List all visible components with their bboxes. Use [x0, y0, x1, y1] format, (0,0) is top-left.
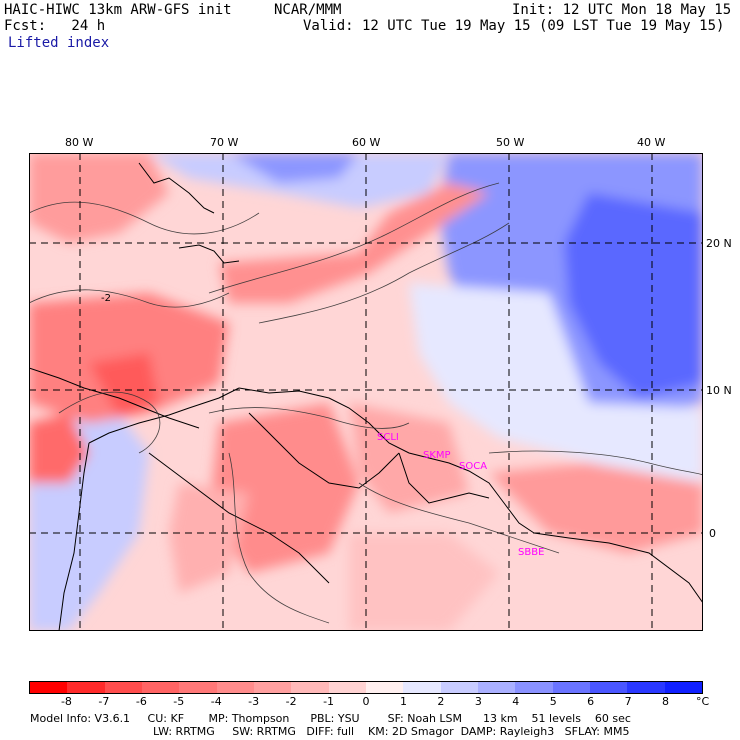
- colorbar-tick-label: 6: [587, 695, 595, 708]
- graticule: [29, 153, 703, 631]
- colorbar-tick-label: -7: [98, 695, 110, 708]
- colorbar-tick-label: -1: [323, 695, 335, 708]
- coastlines: [29, 162, 703, 631]
- contour-lines: [29, 182, 703, 624]
- colorbar-tick-label: 1: [399, 695, 407, 708]
- station-labels: SCLI SKMP SOCA SBBE: [377, 432, 544, 558]
- shaded-field: [29, 153, 703, 631]
- station-label-soca: SOCA: [459, 461, 487, 472]
- map-frame: [29, 153, 703, 631]
- colorbar-swatch: [440, 682, 478, 693]
- model-title: HAIC-HIWC 13km ARW-GFS init: [4, 2, 232, 18]
- station-label-scli: SCLI: [377, 432, 399, 443]
- colorbar-swatch: [67, 682, 105, 693]
- colorbar-swatch: [179, 682, 217, 693]
- colorbar-tick-label: 8: [662, 695, 670, 708]
- lat-label-0: 0: [709, 527, 716, 540]
- lon-label-50w: 50 W: [496, 136, 525, 149]
- colorbar-swatch: [515, 682, 553, 693]
- amazon-mouth-coast: [533, 532, 703, 604]
- lat-label-20n: 20 N: [706, 237, 732, 250]
- colorbar-tick-label: 2: [437, 695, 445, 708]
- colorbar-swatch: [141, 682, 180, 693]
- colorbar-swatch: [216, 682, 254, 693]
- station-label-skmp: SKMP: [423, 450, 451, 461]
- footer-model-info: Model Info: V3.6.1 CU: KF MP: Thompson P…: [30, 712, 631, 725]
- lon-label-70w: 70 W: [210, 136, 239, 149]
- station-label-sbbe: SBBE: [518, 547, 544, 558]
- colorbar-tick-label: 5: [549, 695, 557, 708]
- colorbar-swatch: [30, 682, 68, 693]
- colorbar-unit: °C: [696, 695, 710, 708]
- colorbar-swatch: [328, 682, 366, 693]
- field-name: Lifted index: [8, 35, 110, 51]
- colorbar-swatch: [552, 682, 590, 693]
- colorbar-swatch: [104, 682, 142, 693]
- lon-label-80w: 80 W: [65, 136, 94, 149]
- colorbar-swatch: [291, 682, 329, 693]
- colorbar-tick-label: -6: [135, 695, 147, 708]
- lat-label-10n: 10 N: [706, 384, 732, 397]
- hispaniola-coast: [178, 244, 240, 264]
- lon-label-40w: 40 W: [637, 136, 666, 149]
- colorbar-swatch: [365, 682, 404, 693]
- colorbar-swatch: [403, 682, 441, 693]
- colorbar-tick-label: -4: [210, 695, 222, 708]
- colorbar: [29, 681, 703, 694]
- org-label: NCAR/MMM: [274, 2, 342, 18]
- colorbar-swatch: [664, 682, 702, 693]
- colorbar-tick-label: -5: [173, 695, 185, 708]
- central-america-coast: [29, 367, 200, 429]
- footer-physics-info: LW: RRTMG SW: RRTMG DIFF: full KM: 2D Sm…: [153, 725, 630, 738]
- colorbar-tick-label: 0: [362, 695, 370, 708]
- colombia-north-coast: [88, 387, 240, 444]
- lon-label-60w: 60 W: [352, 136, 381, 149]
- valid-time: Valid: 12 UTC Tue 19 May 15 (09 LST Tue …: [303, 18, 725, 34]
- venezuela-border: [248, 412, 400, 489]
- colorbar-swatch: [589, 682, 628, 693]
- guiana-border: [398, 452, 490, 504]
- northeast-coast: [238, 387, 535, 534]
- colorbar-tick-label: -8: [60, 695, 72, 708]
- colorbar-tick-label: -2: [285, 695, 297, 708]
- colorbar-swatch: [477, 682, 516, 693]
- lifted-index-map: -2 SCLI SKMP SOCA SBBE: [29, 153, 703, 631]
- colorbar-tick-label: -3: [248, 695, 260, 708]
- colorbar-swatch: [253, 682, 292, 693]
- colorbar-swatch: [627, 682, 665, 693]
- colorbar-tick-label: 3: [474, 695, 482, 708]
- colombia-border: [148, 452, 330, 584]
- cuba-coast: [138, 162, 215, 214]
- init-time: Init: 12 UTC Mon 18 May 15: [512, 2, 732, 18]
- colorbar-tick-label: 4: [512, 695, 520, 708]
- colorbar-tick-label: 7: [624, 695, 632, 708]
- pacific-coast: [58, 442, 90, 631]
- contour-label: -2: [101, 293, 111, 304]
- forecast-hour: Fcst: 24 h: [4, 18, 106, 34]
